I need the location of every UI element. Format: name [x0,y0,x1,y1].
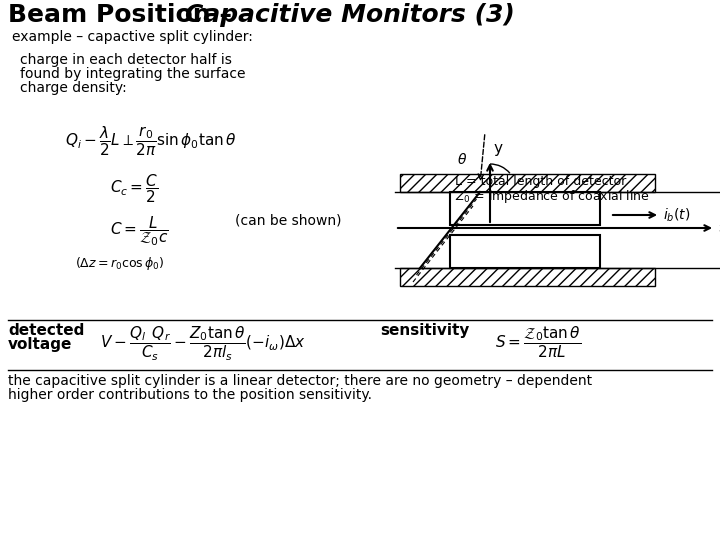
Text: $V - \dfrac{Q_l \enspace Q_r}{C_s} - \dfrac{Z_0\tan\theta}{2\pi l_s}(-i_\omega)\: $V - \dfrac{Q_l \enspace Q_r}{C_s} - \df… [100,325,306,363]
Text: s: s [718,220,720,235]
Text: (can be shown): (can be shown) [235,213,341,227]
Text: charge in each detector half is: charge in each detector half is [20,53,232,67]
Text: $i_b(t)$: $i_b(t)$ [663,206,690,224]
Text: higher order contributions to the position sensitivity.: higher order contributions to the positi… [8,388,372,402]
Text: Capacitive Monitors (3): Capacitive Monitors (3) [185,3,515,27]
Text: $(\Delta z = r_0\cos\phi_0)$: $(\Delta z = r_0\cos\phi_0)$ [75,255,164,272]
Text: L = total length of detector: L = total length of detector [455,175,626,188]
Text: $S = \dfrac{\mathcal{Z}_0\tan\theta}{2\pi L}$: $S = \dfrac{\mathcal{Z}_0\tan\theta}{2\p… [495,325,581,361]
Text: $Q_i - \dfrac{\lambda}{2}L\perp\dfrac{r_0}{2\pi}\sin\phi_0\tan\theta$: $Q_i - \dfrac{\lambda}{2}L\perp\dfrac{r_… [65,125,237,158]
Text: $\theta$: $\theta$ [457,152,467,167]
Text: voltage: voltage [8,337,73,352]
Text: charge density:: charge density: [20,81,127,95]
Text: $Z_0$ = impedance of coaxial line: $Z_0$ = impedance of coaxial line [455,188,649,205]
Text: example – capactive split cylinder:: example – capactive split cylinder: [12,30,253,44]
Bar [450,192,600,225]
Text: $C = \dfrac{L}{\mathcal{Z}_0 c}$: $C = \dfrac{L}{\mathcal{Z}_0 c}$ [110,215,168,248]
Text: Beam Position –: Beam Position – [8,3,240,27]
Text: $C_c = \dfrac{C}{2}$: $C_c = \dfrac{C}{2}$ [110,172,158,205]
Text: detected: detected [8,323,84,338]
Text: y: y [494,141,503,156]
Bar [400,174,655,192]
Text: the capacitive split cylinder is a linear detector; there are no geometry – depe: the capacitive split cylinder is a linea… [8,374,592,388]
Text: sensitivity: sensitivity [380,323,469,338]
Bar [400,268,655,286]
Bar [450,235,600,268]
Text: found by integrating the surface: found by integrating the surface [20,67,246,81]
